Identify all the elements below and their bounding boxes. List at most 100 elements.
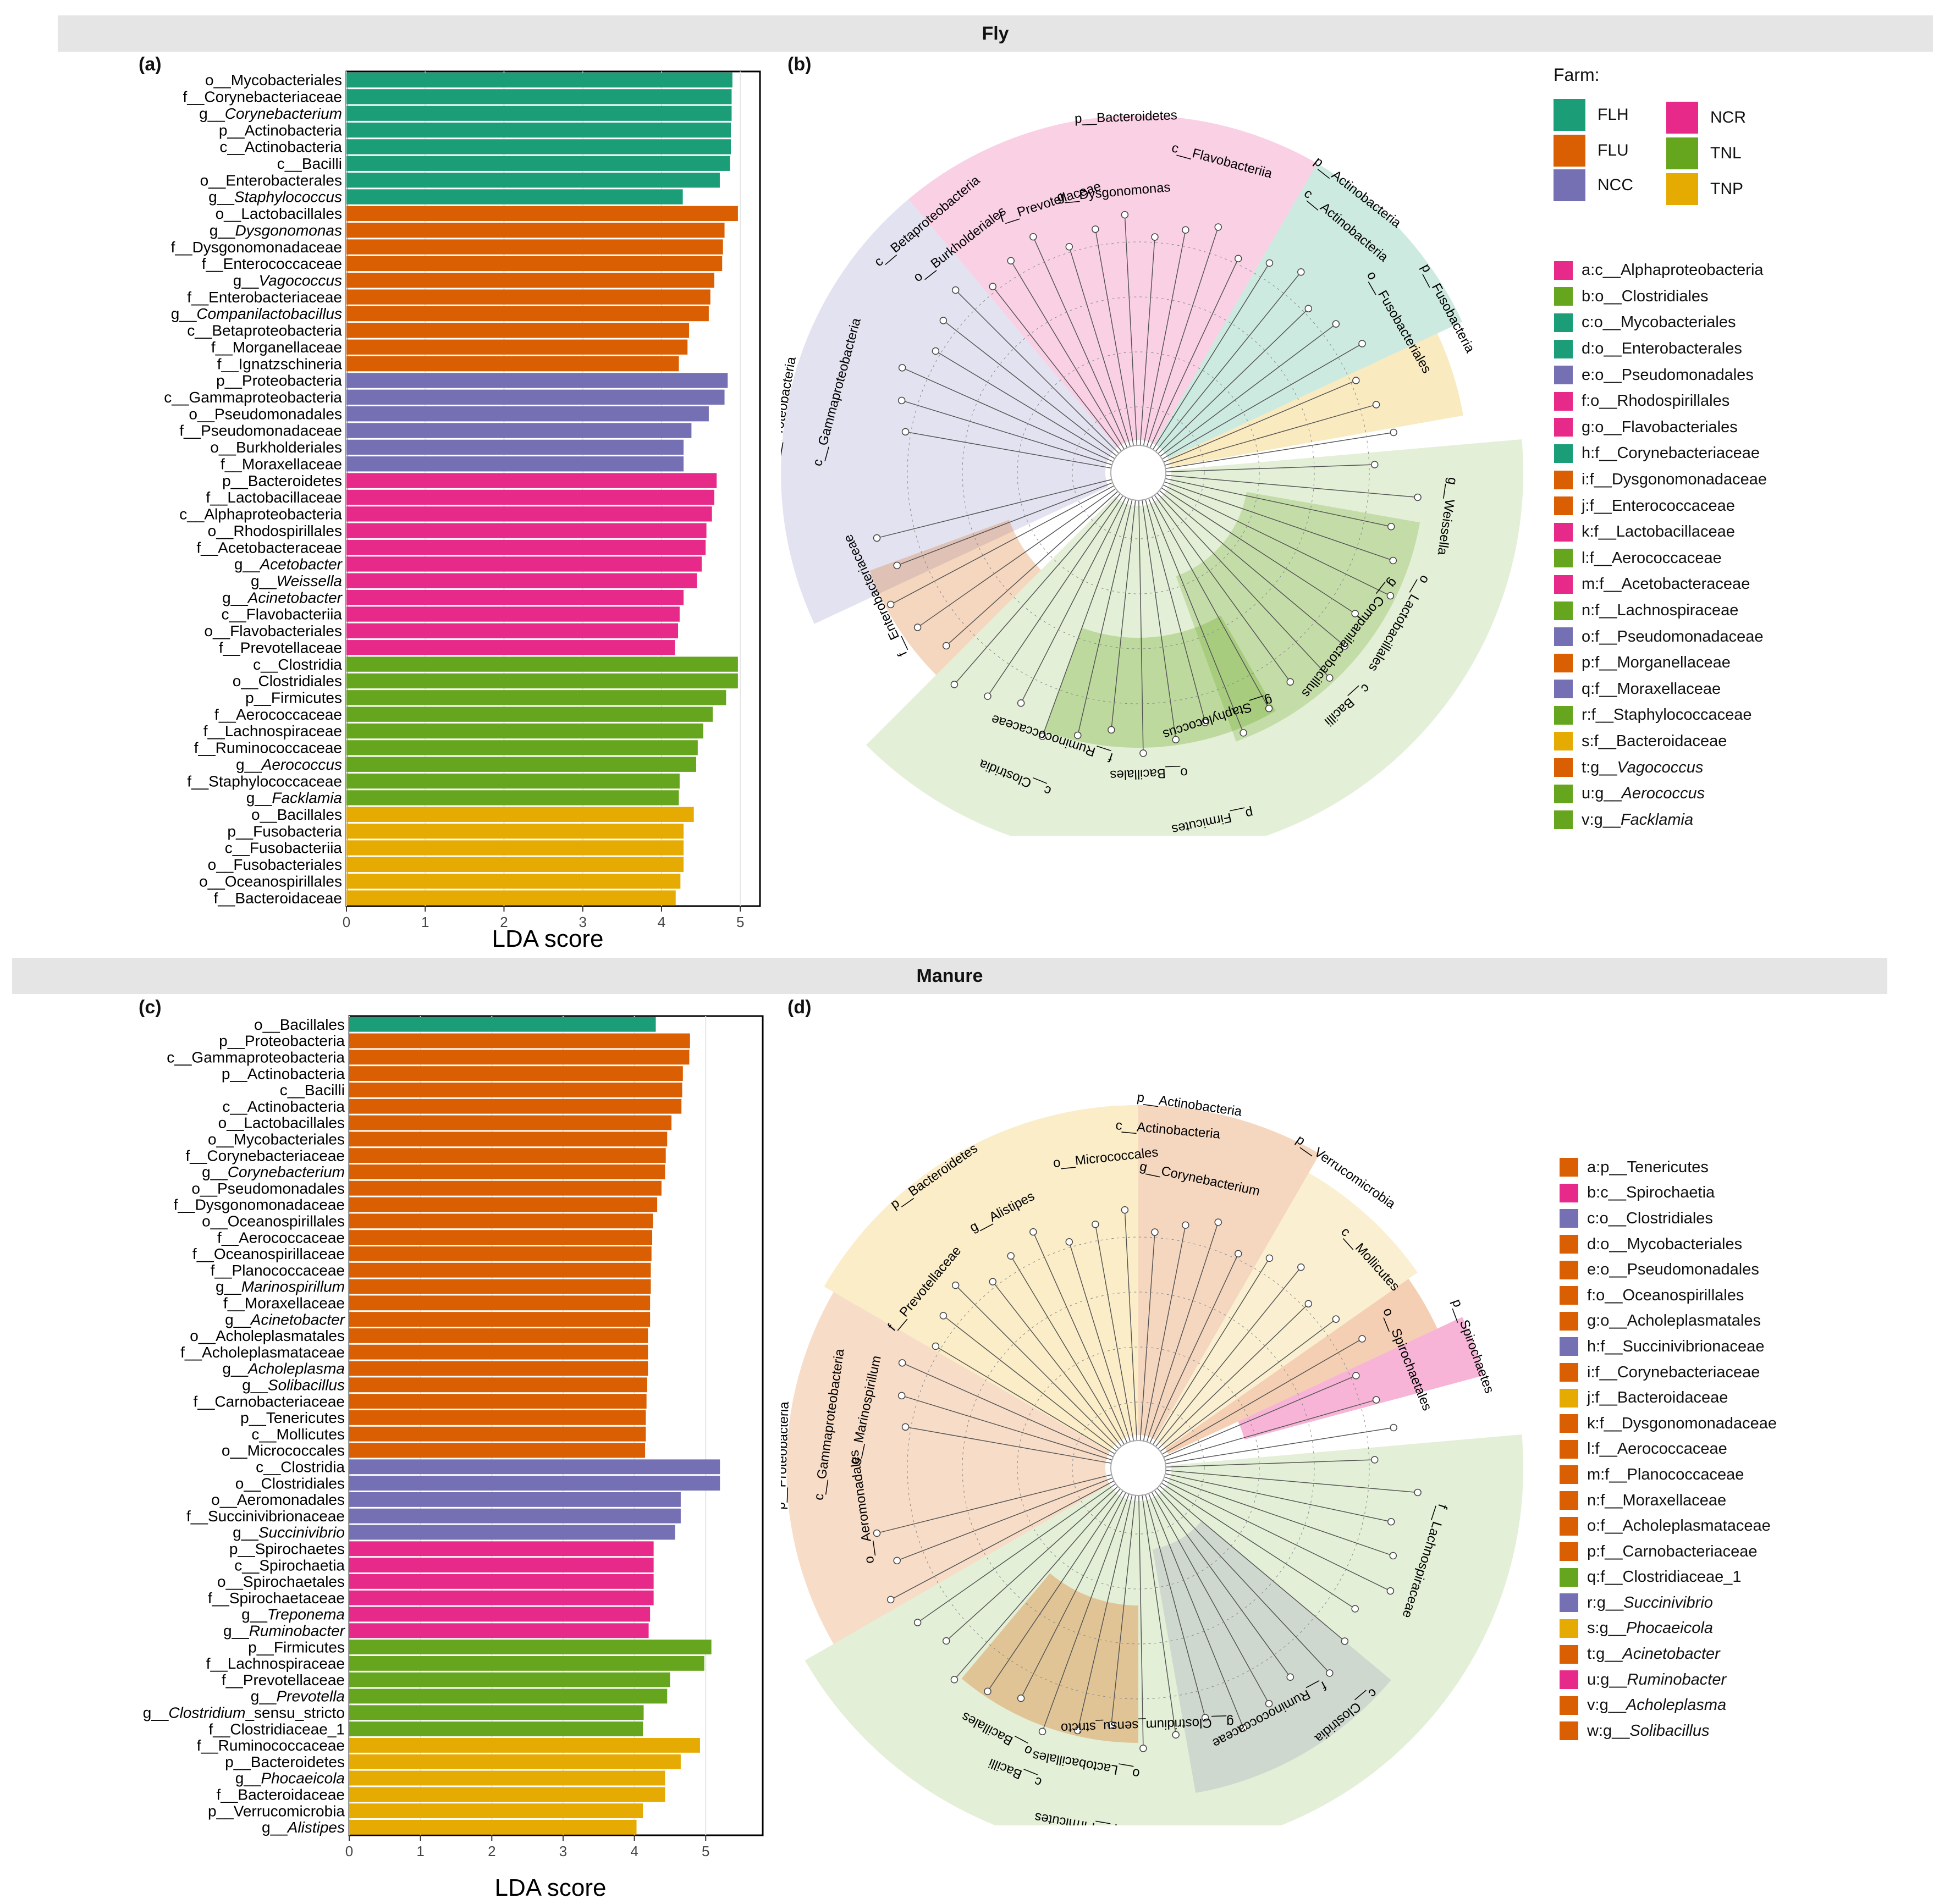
bar-lactobacillaceae (346, 489, 714, 505)
bar-mycobacteriales (346, 72, 732, 88)
tree-node (1121, 1206, 1129, 1214)
tree-branch (1163, 1375, 1357, 1458)
bar-label: f__Planococcaceae (211, 1262, 345, 1279)
tree-root (1110, 1440, 1166, 1496)
tree-node (1389, 1552, 1397, 1560)
clade-swatch (1560, 1209, 1578, 1228)
clade-highlight (908, 115, 1317, 448)
bar-label: p__Spirochaetes (229, 1541, 345, 1558)
bar-label: f__Prevotellaceae (219, 639, 342, 656)
tree-branch (1149, 1253, 1239, 1444)
bar-moraxellaceae (349, 1295, 651, 1311)
bar-label: c__Bacilli (280, 1081, 345, 1099)
tree-branch (1165, 1459, 1375, 1468)
farm-legend-item-ncc: NCC (1554, 169, 1633, 201)
bar-label: g__Acholeplasma (222, 1360, 345, 1377)
clade-swatch (1560, 1363, 1578, 1382)
tree-branch (1158, 1303, 1309, 1449)
tree-node (1265, 259, 1274, 267)
tree-branch (1138, 1495, 1144, 1748)
bar-label: p__Proteobacteria (219, 1033, 345, 1050)
tree-node (1326, 674, 1334, 682)
farm-swatch-flh (1554, 99, 1585, 131)
bar-alistipes (349, 1819, 637, 1835)
tree-node (1372, 1396, 1380, 1404)
tree-node (913, 623, 922, 631)
tree-ring (1072, 406, 1205, 539)
tree-branch (1163, 1480, 1391, 1592)
bar-label: f__Dysgonomonadaceae (174, 1196, 345, 1213)
bar-corynebacteriaceae (349, 1148, 666, 1163)
clade-highlight (1155, 1173, 1418, 1449)
clade-swatch (1560, 1568, 1578, 1587)
clade-legend-item-w: w: g__ Solibacillus (1560, 1718, 1777, 1744)
clade-legend-item-k: k: f__Dysgonomonadaceae (1560, 1411, 1777, 1437)
tree-node (1304, 1300, 1313, 1308)
tree-branch (890, 1480, 1115, 1601)
tree-branch (1095, 229, 1134, 446)
tree-node (873, 534, 881, 542)
tree-branch (917, 488, 1116, 628)
tree-ring (907, 241, 1370, 704)
bar-actinobacteria (349, 1099, 682, 1114)
x-axis-title: LDA score (492, 925, 604, 952)
bar-oceanospirillales (346, 874, 681, 889)
clade-swatch (1554, 680, 1573, 699)
clade-highlight (1238, 1317, 1484, 1440)
x-tick-label: 3 (579, 914, 586, 930)
tree-node (1265, 704, 1273, 713)
bar-firmicutes (349, 1640, 712, 1655)
bar-acetobacter (346, 556, 702, 572)
bar-label: f__Prevotellaceae (222, 1671, 345, 1688)
tree-node (901, 428, 910, 436)
tree-node (1139, 1745, 1147, 1752)
clade-highlight (805, 1434, 1523, 1825)
bar-label: f__Ruminococcaceae (197, 1737, 345, 1754)
tree-branch (1148, 1493, 1244, 1729)
clade-swatch (1554, 261, 1573, 280)
bar-label: f__Acetobacteraceae (196, 539, 342, 556)
tree-branch (1164, 1399, 1376, 1461)
bar-label: g__Treponema (241, 1606, 345, 1623)
tree-node (1370, 1456, 1379, 1464)
bar-label: o__Mycobacteriales (208, 1131, 345, 1148)
bar-betaproteobacteria (346, 323, 690, 338)
tree-label: p__Bacteroidetes (1075, 108, 1178, 126)
clade-legend-item-s: s: g__ Phocaeicola (1560, 1616, 1777, 1642)
tree-node (1332, 320, 1340, 328)
clade-swatch (1560, 1721, 1578, 1741)
bar-label: f__Bacteroidaceae (216, 1786, 345, 1803)
x-axis-title: LDA score (495, 1874, 607, 1901)
tree-node (1065, 1238, 1073, 1246)
bar-clostridia (346, 656, 738, 672)
tree-branch (1155, 1267, 1302, 1447)
clade-swatch (1554, 339, 1573, 358)
x-tick-label: 0 (343, 914, 350, 930)
tree-branch (1165, 1427, 1394, 1464)
tree-branch (1143, 1225, 1186, 1442)
fly-lda-bar-chart: o__Mycobacterialesf__Corynebacteriaceaeg… (164, 70, 761, 952)
bar-label: c__Gammaproteobacteria (167, 1049, 345, 1066)
tree-branch (1164, 481, 1393, 561)
tree-branch (901, 1395, 1112, 1461)
clade-swatch (1554, 287, 1573, 306)
bar-label: p__Firmicutes (245, 689, 342, 707)
tree-node (1240, 729, 1247, 737)
tree-node (886, 1596, 895, 1604)
manure-lda-bar-chart: o__Bacillalesp__Proteobacteriac__Gammapr… (143, 1015, 764, 1901)
tree-branch (992, 286, 1122, 452)
tree-branch (1159, 490, 1345, 647)
clade-legend-item-e: e: o__Pseudomonadales (1554, 362, 1767, 388)
bar-gammaproteobacteria (346, 389, 725, 405)
bar-pseudomonadales (349, 1180, 662, 1196)
bar-label: f__Staphylococcaceae (187, 772, 342, 790)
bar-label: o__Bacillales (251, 806, 342, 823)
tree-node (1341, 642, 1349, 650)
farm-swatch-flu (1554, 135, 1585, 167)
bar-ignatzschineria (346, 356, 679, 372)
bar-label: g__Weissella (251, 572, 342, 589)
bar-label: g__Prevotella (251, 1688, 345, 1705)
tree-node (1387, 522, 1395, 531)
clade-legend-item-k: k: f__Lactobacillaceae (1554, 519, 1767, 545)
bar-clostridiales (349, 1476, 720, 1491)
